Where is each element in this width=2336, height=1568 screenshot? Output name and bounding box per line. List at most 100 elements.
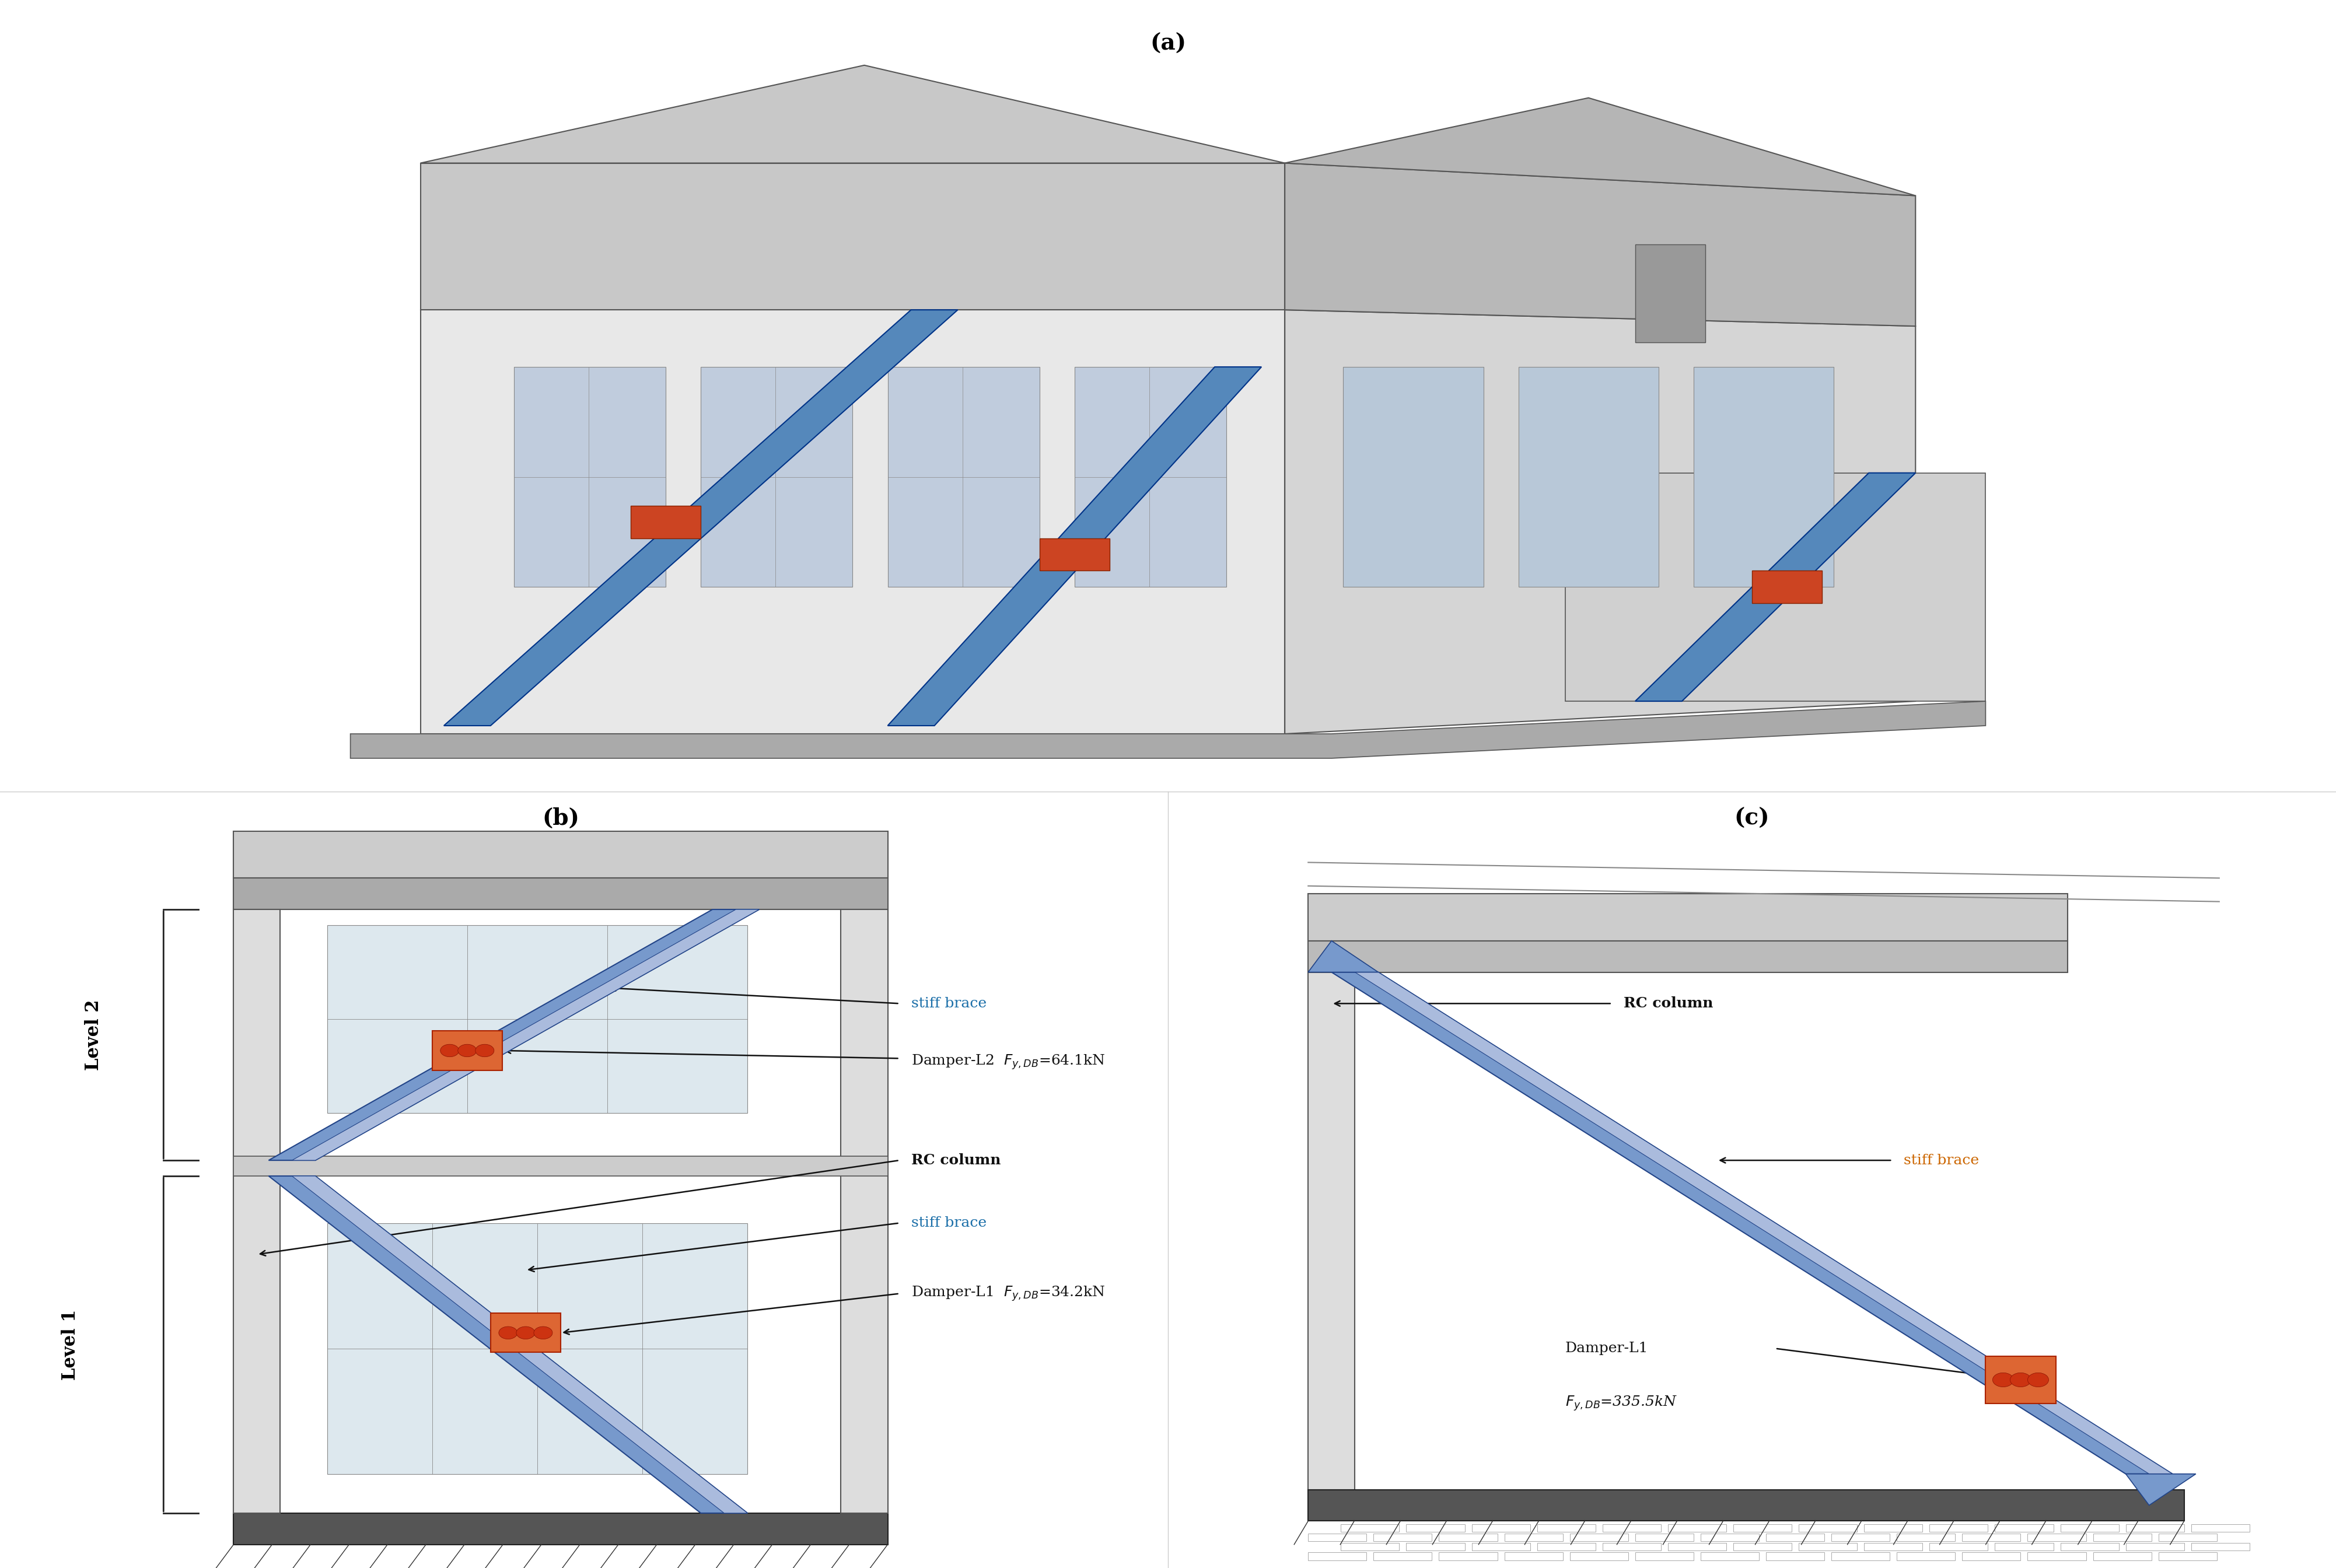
Text: (a): (a): [1149, 33, 1187, 55]
Text: stiff brace: stiff brace: [911, 997, 986, 1010]
Bar: [1602, 1524, 1661, 1532]
Bar: [1962, 1534, 2021, 1541]
Bar: [234, 831, 888, 878]
Polygon shape: [269, 1176, 748, 1513]
Polygon shape: [1285, 97, 1916, 196]
Polygon shape: [1635, 245, 1705, 342]
Circle shape: [458, 1044, 477, 1057]
Bar: [1701, 1552, 1759, 1560]
Bar: [1341, 1543, 1399, 1551]
Polygon shape: [888, 367, 1261, 726]
Bar: [1635, 1552, 1694, 1560]
Polygon shape: [1308, 941, 1378, 972]
Polygon shape: [701, 367, 853, 586]
Bar: [234, 1513, 888, 1544]
Polygon shape: [1343, 367, 1483, 586]
Bar: [1766, 1534, 1824, 1541]
Bar: [2126, 1543, 2184, 1551]
Bar: [2158, 1534, 2217, 1541]
Bar: [234, 878, 888, 909]
Circle shape: [500, 1327, 519, 1339]
Bar: [1864, 1543, 1923, 1551]
Polygon shape: [1332, 972, 2172, 1474]
Bar: [1341, 1524, 1399, 1532]
Polygon shape: [292, 1176, 748, 1513]
Bar: [2028, 1552, 2086, 1560]
Bar: [2060, 1524, 2119, 1532]
Circle shape: [1993, 1374, 2014, 1388]
Bar: [1472, 1524, 1530, 1532]
Bar: [2191, 1543, 2250, 1551]
Bar: [1472, 1543, 1530, 1551]
Bar: [1930, 1543, 1988, 1551]
Text: stiff brace: stiff brace: [911, 1217, 986, 1229]
Bar: [1439, 1552, 1497, 1560]
Bar: [1537, 1524, 1595, 1532]
Bar: [1799, 1543, 1857, 1551]
Bar: [1308, 1552, 1367, 1560]
Circle shape: [516, 1327, 535, 1339]
Bar: [2126, 1524, 2184, 1532]
Bar: [1308, 1534, 1367, 1541]
Bar: [1374, 1552, 1432, 1560]
Text: Damper-L2  $F_{y, DB}$=64.1kN: Damper-L2 $F_{y, DB}$=64.1kN: [911, 1054, 1105, 1071]
Bar: [491, 1314, 561, 1352]
Bar: [1986, 1356, 2056, 1403]
Bar: [432, 1032, 502, 1069]
Text: RC column: RC column: [911, 1154, 1000, 1167]
Polygon shape: [888, 367, 1040, 586]
Text: Damper-L1: Damper-L1: [1565, 1342, 1649, 1355]
Text: Damper-L1  $F_{y, DB}$=34.2kN: Damper-L1 $F_{y, DB}$=34.2kN: [911, 1284, 1105, 1303]
Polygon shape: [1694, 367, 1834, 586]
Circle shape: [2009, 1374, 2032, 1388]
Polygon shape: [420, 310, 1285, 734]
Bar: [1668, 1524, 1726, 1532]
Polygon shape: [1285, 163, 1916, 326]
Polygon shape: [514, 367, 666, 586]
Bar: [1308, 972, 1355, 1490]
Polygon shape: [1355, 972, 2172, 1474]
Bar: [1308, 1490, 2184, 1521]
Bar: [234, 1157, 888, 1176]
Bar: [1406, 1543, 1465, 1551]
Bar: [1766, 1552, 1824, 1560]
Bar: [1930, 1524, 1988, 1532]
Text: (c): (c): [1733, 808, 1771, 829]
Bar: [2158, 1552, 2217, 1560]
Bar: [1504, 1534, 1563, 1541]
Text: Level 1: Level 1: [61, 1309, 79, 1380]
Polygon shape: [420, 66, 1285, 163]
Polygon shape: [1565, 474, 1986, 701]
Bar: [1374, 1534, 1432, 1541]
Bar: [1733, 1524, 1792, 1532]
Bar: [327, 1223, 748, 1474]
Bar: [1537, 1543, 1595, 1551]
Bar: [2060, 1543, 2119, 1551]
Bar: [841, 909, 888, 1513]
Circle shape: [535, 1327, 554, 1339]
Bar: [1570, 1552, 1628, 1560]
Bar: [1995, 1543, 2053, 1551]
Text: $F_{y,DB}$=335.5kN: $F_{y,DB}$=335.5kN: [1565, 1394, 1677, 1413]
Bar: [1799, 1524, 1857, 1532]
Bar: [1602, 1543, 1661, 1551]
Polygon shape: [1752, 571, 1822, 604]
Bar: [1308, 894, 2067, 941]
Text: Level 2: Level 2: [84, 999, 103, 1071]
Polygon shape: [1040, 538, 1110, 571]
Bar: [2191, 1524, 2250, 1532]
Bar: [234, 909, 280, 1513]
Circle shape: [439, 1044, 458, 1057]
Bar: [1733, 1543, 1792, 1551]
Bar: [1570, 1534, 1628, 1541]
Polygon shape: [1285, 310, 1916, 734]
Polygon shape: [444, 310, 958, 726]
Bar: [1897, 1552, 1955, 1560]
Polygon shape: [1635, 474, 1916, 701]
Polygon shape: [269, 909, 759, 1160]
Bar: [1439, 1534, 1497, 1541]
Bar: [2028, 1534, 2086, 1541]
Bar: [1308, 941, 2067, 972]
Bar: [1995, 1524, 2053, 1532]
Bar: [1701, 1534, 1759, 1541]
